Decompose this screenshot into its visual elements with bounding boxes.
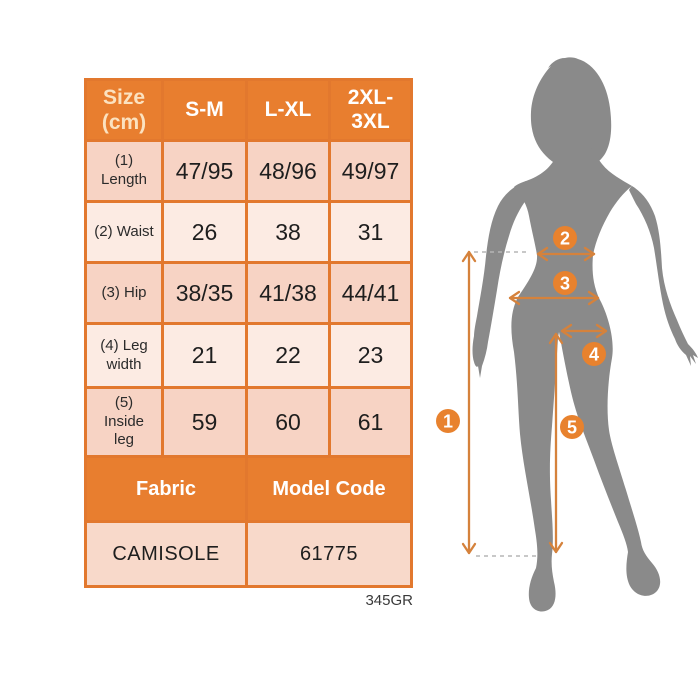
row-label-leg-width: (4) Leg width	[87, 325, 161, 386]
model-code-value-cell: 61775	[248, 523, 410, 585]
marker-1: 1	[436, 409, 460, 433]
fabric-header-cell: Fabric	[87, 458, 245, 520]
style-code-footnote: 345GR	[365, 592, 413, 609]
svg-text:1: 1	[443, 411, 453, 431]
marker-3: 3	[553, 271, 577, 295]
value-length-2xl3xl: 49/97	[331, 142, 410, 200]
column-header-lxl: L-XL	[248, 81, 328, 139]
measure-arrow-2	[536, 246, 596, 262]
row-label-waist: (2) Waist	[87, 203, 161, 261]
value-length-lxl: 48/96	[248, 142, 328, 200]
fabric-value-cell: CAMISOLE	[87, 523, 245, 585]
value-waist-sm: 26	[164, 203, 245, 261]
silhouette-torso-legs	[511, 146, 661, 612]
value-length-sm: 47/95	[164, 142, 245, 200]
marker-2: 2	[553, 226, 577, 250]
size-header-cell: Size (cm)	[87, 81, 161, 139]
value-hip-lxl: 41/38	[248, 264, 328, 322]
value-hip-2xl3xl: 44/41	[331, 264, 410, 322]
row-label-length: (1) Length	[87, 142, 161, 200]
value-inside-leg-2xl3xl: 61	[331, 389, 410, 455]
silhouette-right-arm	[629, 186, 698, 366]
svg-text:4: 4	[589, 344, 599, 364]
value-inside-leg-sm: 59	[164, 389, 245, 455]
measure-arrow-1	[461, 250, 477, 555]
value-leg-width-2xl3xl: 23	[331, 325, 410, 386]
measure-arrow-5	[548, 332, 564, 554]
value-leg-width-lxl: 22	[248, 325, 328, 386]
column-header-sm: S-M	[164, 81, 245, 139]
value-waist-lxl: 38	[248, 203, 328, 261]
row-label-hip: (3) Hip	[87, 264, 161, 322]
measure-arrow-3	[508, 290, 600, 306]
marker-5: 5	[560, 415, 584, 439]
column-header-2xl3xl: 2XL- 3XL	[331, 81, 410, 139]
svg-text:5: 5	[567, 417, 577, 437]
value-waist-2xl3xl: 31	[331, 203, 410, 261]
marker-4: 4	[582, 342, 606, 366]
silhouette-left-arm	[472, 181, 530, 378]
svg-text:2: 2	[560, 228, 570, 248]
row-label-inside-leg: (5) Inside leg	[87, 389, 161, 455]
measure-arrow-4	[560, 323, 608, 339]
value-inside-leg-lxl: 60	[248, 389, 328, 455]
value-hip-sm: 38/35	[164, 264, 245, 322]
value-leg-width-sm: 21	[164, 325, 245, 386]
size-chart-table: Size (cm) S-M L-XL 2XL- 3XL (1) Length 4…	[84, 78, 413, 588]
model-code-header-cell: Model Code	[248, 458, 410, 520]
silhouette-head	[530, 57, 612, 170]
svg-text:3: 3	[560, 273, 570, 293]
body-measurement-diagram: 1 2 3 4 5	[436, 57, 698, 612]
